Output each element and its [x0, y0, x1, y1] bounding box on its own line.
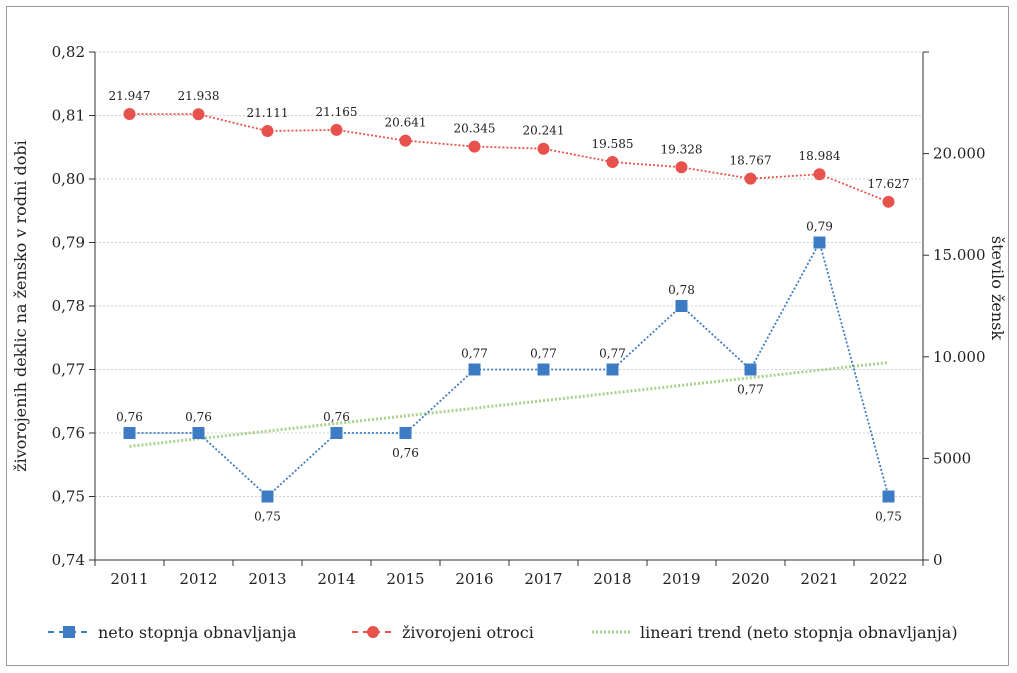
neto-point	[330, 427, 343, 439]
left-tick-label: 0,79	[52, 234, 85, 252]
zivorojeni-data-label: 21.111	[247, 106, 289, 120]
zivorojeni-point	[399, 134, 412, 147]
right-axis-ticks: 0 5000 10.000 15.000 20.000	[923, 51, 986, 569]
zivorojeni-data-label: 18.984	[799, 149, 841, 163]
x-tick-label: 2018	[593, 570, 631, 588]
neto-point	[882, 490, 895, 503]
x-tick-label: 2012	[179, 570, 217, 588]
neto-data-label: 0,75	[254, 510, 281, 524]
legend-item-zivorojeni: živorojeni otroci	[352, 623, 534, 642]
x-tick-label: 2021	[800, 570, 838, 588]
neto-line	[129, 240, 890, 498]
left-tick-label: 0,78	[52, 297, 85, 315]
zivorojeni-data-label: 19.328	[661, 142, 703, 156]
left-tick-label: 0,76	[52, 424, 85, 442]
square-marker-icon	[63, 626, 75, 638]
neto-point	[399, 427, 412, 439]
neto-point	[123, 427, 136, 439]
left-tick-label: 0,74	[52, 551, 85, 569]
left-tick-label: 0,82	[52, 43, 85, 61]
left-axis-ticks: 0,74 0,75 0,76 0,77 0,78 0,79 0,80 0,81 0,82	[52, 43, 95, 569]
neto-data-label: 0,75	[875, 510, 902, 524]
x-tick-label: 2014	[317, 570, 355, 588]
left-tick-label: 0,80	[52, 170, 85, 188]
neto-data-label: 0,77	[599, 347, 626, 361]
zivorojeni-data-label: 21.938	[178, 89, 220, 103]
x-tick-label: 2017	[524, 570, 562, 588]
zivorojeni-data-label: 19.585	[592, 137, 634, 151]
right-tick-label: 0	[933, 551, 943, 569]
x-tick-label: 2013	[248, 570, 286, 588]
left-axis-title: živorojenih deklic na žensko v rodni dob…	[11, 140, 30, 472]
left-tick-label: 0,77	[52, 361, 85, 379]
circle-marker-icon	[367, 626, 379, 638]
neto-point	[468, 363, 481, 376]
zivorojeni-point	[606, 156, 619, 169]
zivorojeni-point	[882, 195, 895, 208]
neto-data-label: 0,77	[737, 383, 764, 397]
neto-data-label: 0,78	[668, 283, 695, 297]
series-layer	[123, 108, 895, 503]
legend-item-neto: neto stopnja obnavljanja	[48, 623, 297, 642]
neto-point	[744, 363, 757, 376]
right-tick-label: 10.000	[933, 348, 986, 366]
neto-data-label: 0,77	[530, 347, 557, 361]
neto-point	[813, 236, 826, 249]
zivorojeni-data-label: 18.767	[730, 154, 772, 168]
trend-line	[129, 361, 889, 448]
neto-point	[606, 363, 619, 376]
zivorojeni-point	[813, 168, 826, 181]
left-tick-label: 0,81	[52, 107, 85, 125]
x-tick-label: 2011	[110, 570, 148, 588]
data-labels: 21.947 21.938 21.111 21.165 20.641 20.345 20.2…	[109, 89, 910, 523]
neto-point	[192, 427, 205, 439]
zivorojeni-data-label: 17.627	[868, 177, 910, 191]
legend-label-trend: lineari trend (neto stopnja obnavljanja)	[640, 623, 958, 642]
zivorojeni-data-label: 20.641	[385, 116, 427, 130]
left-tick-label: 0,75	[52, 488, 85, 506]
zivorojeni-line	[129, 113, 889, 203]
x-tick-label: 2016	[455, 570, 493, 588]
neto-point	[261, 490, 274, 503]
neto-point	[675, 300, 688, 312]
neto-data-label: 0,77	[461, 347, 488, 361]
zivorojeni-point	[744, 172, 757, 185]
x-tick-label: 2019	[662, 570, 700, 588]
neto-data-label: 0,76	[323, 410, 350, 424]
neto-point	[537, 363, 550, 376]
zivorojeni-point	[468, 140, 481, 153]
right-tick-label: 15.000	[933, 246, 986, 264]
grid-lines	[95, 51, 923, 497]
zivorojeni-data-label: 21.947	[109, 89, 151, 103]
right-axis-title: število žensk	[988, 236, 1007, 341]
legend-label-neto: neto stopnja obnavljanja	[98, 623, 297, 642]
zivorojeni-data-label: 20.241	[523, 124, 565, 138]
zivorojeni-data-label: 20.345	[454, 122, 496, 136]
neto-data-label: 0,76	[392, 446, 419, 460]
x-tick-label: 2015	[386, 570, 424, 588]
zivorojeni-point	[192, 108, 205, 121]
x-tick-label: 2022	[869, 570, 907, 588]
right-tick-label: 5000	[933, 449, 971, 467]
zivorojeni-data-label: 21.165	[316, 105, 358, 119]
legend: neto stopnja obnavljanja živorojeni otro…	[48, 623, 958, 642]
x-tick-label: 2020	[731, 570, 769, 588]
neto-data-label: 0,76	[116, 410, 143, 424]
x-axis-ticks: 2011 2012 2013 2014 2015 2016 2017 2018 2019 2020…	[94, 560, 924, 588]
zivorojeni-point	[537, 142, 550, 155]
neto-data-label: 0,79	[806, 220, 833, 234]
zivorojeni-point	[675, 161, 688, 174]
zivorojeni-point	[261, 125, 274, 138]
zivorojeni-point	[330, 123, 343, 136]
right-tick-label: 20.000	[933, 145, 986, 163]
legend-label-zivorojeni: živorojeni otroci	[402, 623, 534, 642]
zivorojeni-point	[123, 108, 136, 121]
neto-data-label: 0,76	[185, 410, 212, 424]
legend-item-trend: lineari trend (neto stopnja obnavljanja)	[592, 623, 958, 642]
